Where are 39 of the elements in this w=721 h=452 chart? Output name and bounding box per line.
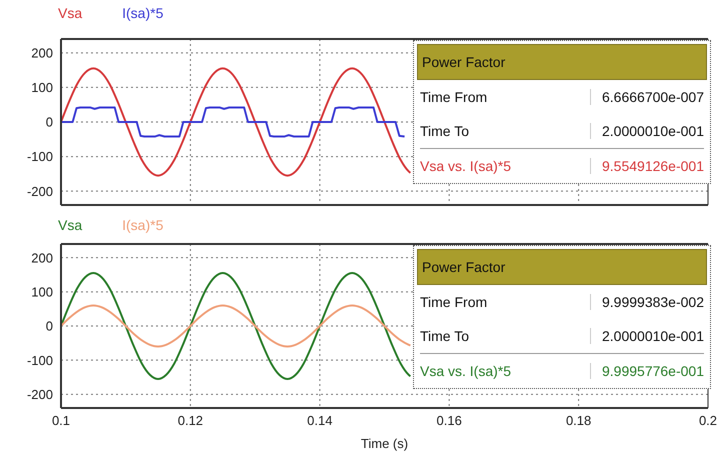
x-tick-label: 0.16 — [436, 413, 462, 428]
x-tick-label: 0.18 — [566, 413, 592, 428]
annotation: 2.0000010e-001 — [590, 328, 704, 344]
line-series — [61, 272, 412, 380]
y-tick-label: -100 — [26, 149, 53, 164]
x-axis-title: Time (s) — [360, 436, 408, 451]
y-tick-label: 0 — [46, 318, 53, 334]
annotation: 9.9995776e-001 — [590, 363, 704, 379]
header-box: Power Factor — [417, 249, 707, 285]
line-series — [61, 67, 412, 177]
y-tick-label: -200 — [26, 184, 53, 199]
x-tick-label: 0.14 — [307, 413, 332, 428]
y-tick-label: -200 — [26, 386, 53, 402]
annotation: 2.0000010e-001 — [590, 123, 704, 139]
annotation: Time To — [420, 328, 470, 344]
y-tick-label: -100 — [26, 352, 53, 368]
annotation: 6.6666700e-007 — [590, 89, 704, 105]
y-tick-label: 200 — [31, 250, 53, 266]
x-tick-label: 0.2 — [698, 413, 718, 428]
annotation: Time From — [420, 294, 488, 310]
text: Vsa — [58, 5, 82, 21]
annotation: Time From — [420, 89, 488, 105]
annotation: Vsa vs. I(sa)*5 — [420, 158, 512, 174]
x-tick-label: 0.1 — [52, 413, 70, 428]
header-box: Power Factor — [417, 44, 707, 80]
y-tick-label: 0 — [46, 114, 53, 130]
y-tick-label: 100 — [31, 284, 53, 300]
text: I(sa)*5 — [122, 5, 164, 21]
line-series — [61, 106, 406, 138]
line-series — [61, 304, 412, 348]
y-tick-label: 100 — [31, 80, 53, 96]
annotation: Time To — [420, 123, 470, 139]
annotation: Vsa vs. I(sa)*5 — [420, 363, 512, 379]
text: I(sa)*5 — [122, 217, 164, 233]
text: Vsa — [58, 217, 82, 233]
y-tick-label: 200 — [31, 45, 53, 60]
annotation: 9.5549126e-001 — [590, 158, 704, 174]
annotation: 9.9999383e-002 — [590, 294, 704, 310]
x-tick-label: 0.12 — [178, 413, 204, 428]
